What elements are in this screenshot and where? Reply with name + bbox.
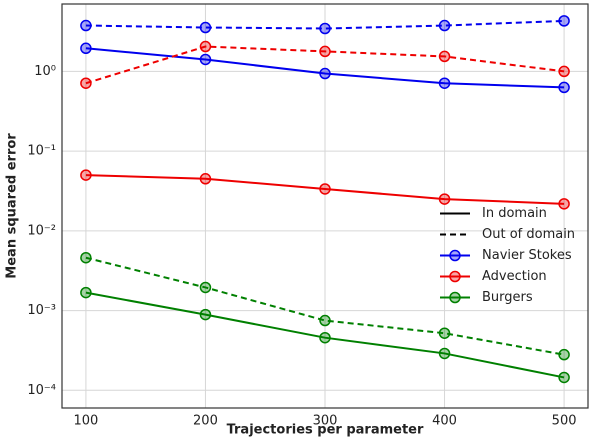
data-point	[438, 347, 451, 360]
y-tick-label: 10⁻¹	[27, 144, 56, 159]
data-point	[319, 314, 331, 327]
data-point	[80, 77, 92, 89]
data-point	[319, 183, 331, 195]
data-point	[199, 173, 212, 185]
data-point	[438, 77, 451, 89]
x-tick-label: 500	[552, 414, 577, 429]
series-line	[85, 291, 565, 379]
legend-marker	[449, 249, 461, 262]
y-tick-label: 10⁻⁴	[27, 383, 56, 398]
data-point	[80, 169, 92, 181]
y-axis-label: Mean squared error	[5, 133, 20, 279]
data-point	[558, 15, 570, 27]
legend-label: Advection	[482, 269, 547, 284]
x-tick-label: 100	[73, 414, 98, 429]
data-point	[80, 251, 92, 264]
series-line	[85, 47, 565, 89]
data-point	[558, 348, 570, 361]
data-point	[438, 50, 451, 63]
series-line	[85, 45, 565, 85]
legend-label: Burgers	[482, 290, 533, 305]
data-point	[438, 327, 451, 339]
data-point	[558, 198, 570, 210]
data-point	[199, 40, 212, 53]
series-line	[85, 256, 565, 356]
legend-label: Out of domain	[482, 227, 575, 242]
series-line	[85, 174, 565, 205]
y-tick-label: 10⁰	[34, 64, 56, 79]
x-tick-label: 300	[313, 414, 338, 429]
y-tick-label: 10⁻³	[27, 303, 56, 318]
data-point	[319, 22, 331, 35]
data-point	[438, 19, 451, 32]
data-point	[80, 42, 92, 55]
legend-marker	[449, 291, 461, 304]
data-point	[319, 45, 331, 58]
data-point	[80, 286, 92, 299]
x-axis-label: Trajectories per parameter	[227, 423, 424, 438]
data-point	[558, 81, 570, 94]
plot-frame	[61, 3, 589, 409]
y-tick-label: 10⁻²	[27, 223, 56, 238]
data-point	[319, 67, 331, 80]
x-tick-label: 200	[193, 414, 218, 429]
legend-label: In domain	[482, 206, 547, 221]
data-point	[199, 308, 212, 321]
x-tick-label: 400	[432, 414, 457, 429]
data-point	[199, 281, 212, 294]
data-point	[438, 193, 451, 205]
data-point	[199, 53, 212, 66]
data-point	[558, 65, 570, 78]
data-point	[80, 19, 92, 32]
data-point	[558, 371, 570, 384]
legend-marker	[449, 270, 461, 283]
data-point	[199, 21, 212, 34]
data-point	[319, 331, 331, 344]
legend-label: Navier Stokes	[482, 248, 572, 263]
